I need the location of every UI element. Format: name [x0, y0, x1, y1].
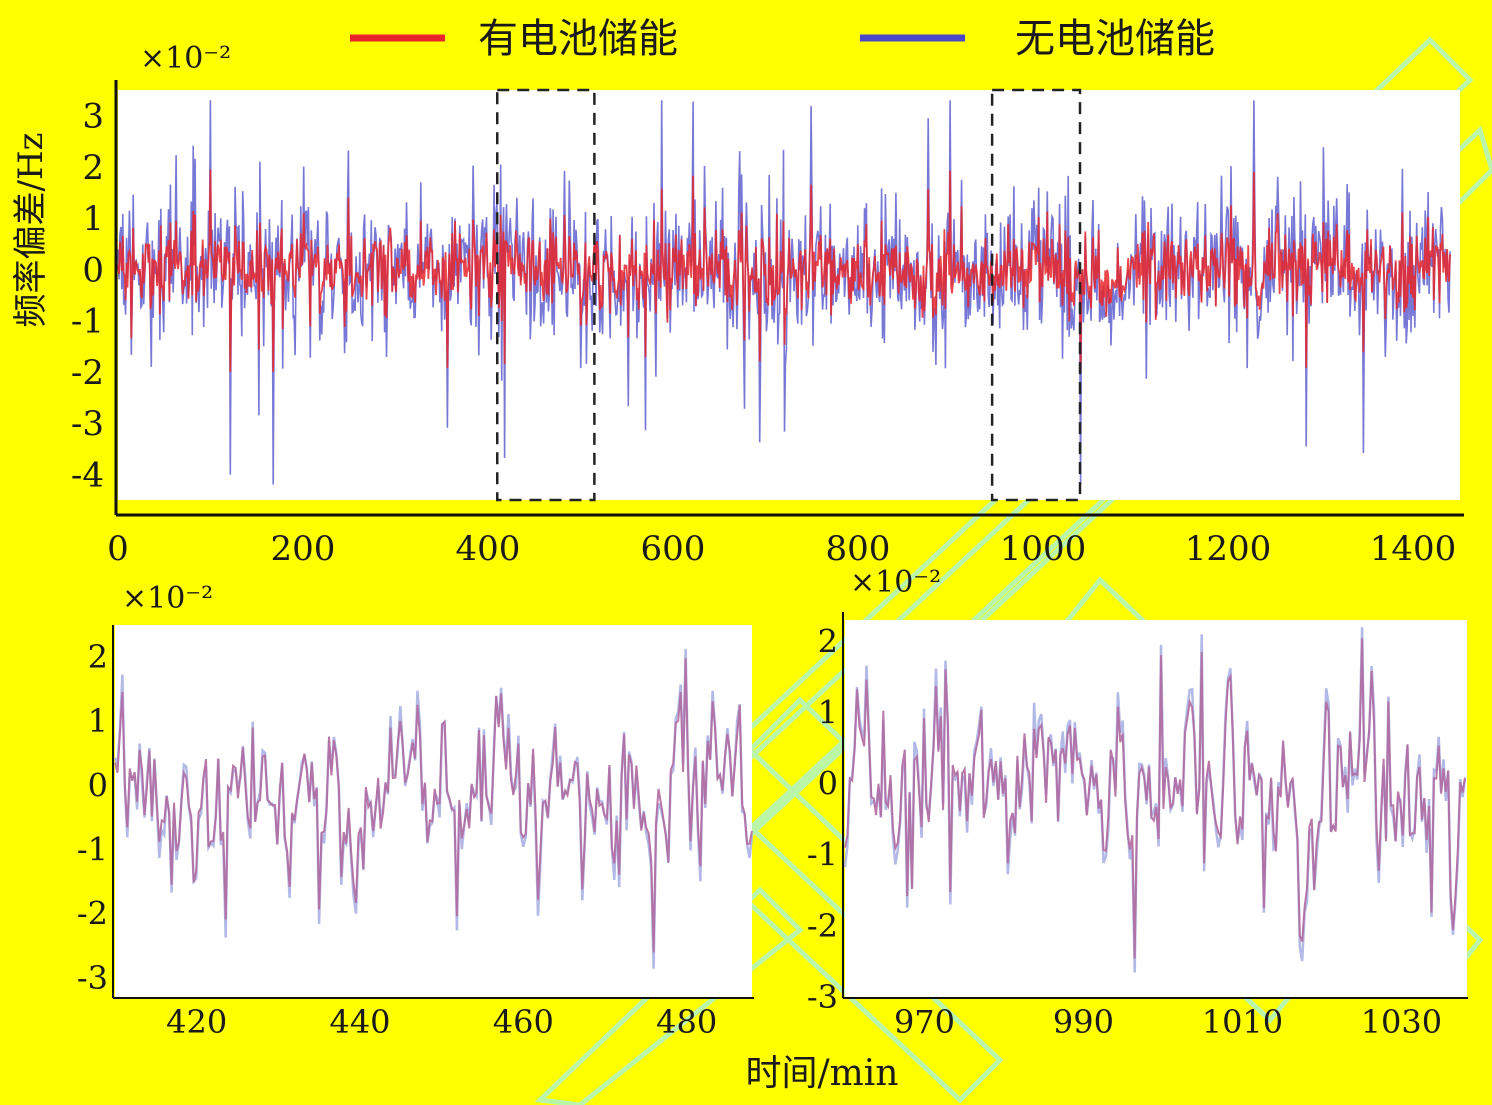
zoom-right-panel: ×10⁻² 970 990 1010 1030 2 1 0 -1 -2 -3 — [807, 565, 1468, 1041]
y-tick--1: -1 — [71, 302, 104, 342]
overview-x-ticks: 0 200 400 600 800 1000 1200 1400 — [107, 529, 1456, 569]
zoom-right-y-tick-1: 1 — [818, 693, 838, 731]
overview-scale-note: ×10⁻² — [140, 41, 231, 76]
zoom-right-x-tick-1010: 1010 — [1202, 1003, 1283, 1041]
zoom-right-x-tick-970: 970 — [894, 1003, 955, 1041]
zoom-left-panel: ×10⁻² 420 440 460 480 2 1 0 -1 -2 -3 — [77, 581, 754, 1041]
zoom-left-series — [113, 648, 754, 969]
zoom-left-y-tick-1: 1 — [88, 702, 108, 740]
zoom-left-x-tick-440: 440 — [329, 1003, 390, 1041]
zoom-right-y-tick-2: 2 — [818, 622, 838, 660]
legend-label-with-battery: 有电池储能 — [478, 16, 678, 62]
zoom-right-y-tick--2: -2 — [807, 907, 838, 945]
y-tick-0: 0 — [82, 250, 104, 290]
zoom-left-series-with-battery — [114, 658, 753, 953]
y-tick-3: 3 — [82, 97, 104, 137]
zoom-right-y-tick--1: -1 — [807, 836, 838, 874]
zoom-left-y-tick--2: -2 — [77, 895, 108, 933]
x-tick-400: 400 — [456, 529, 521, 569]
x-tick-800: 800 — [826, 529, 891, 569]
y-tick-1: 1 — [82, 199, 104, 239]
series-line-with-battery — [117, 169, 1451, 372]
zoom-right-series-with-battery — [844, 638, 1466, 959]
x-tick-1000: 1000 — [1000, 529, 1087, 569]
overview-y-ticks: 3 2 1 0 -1 -2 -3 -4 — [71, 97, 104, 496]
y-axis-label: 频率偏差/Hz — [11, 132, 51, 327]
zoom-left-x-tick-460: 460 — [493, 1003, 554, 1041]
zoom-right-x-tick-1030: 1030 — [1361, 1003, 1442, 1041]
y-tick--2: -2 — [71, 353, 104, 393]
zoom-right-series — [843, 627, 1467, 973]
highlight-window-0 — [496, 88, 596, 502]
y-tick--4: -4 — [71, 455, 104, 495]
zoom-left-y-tick-0: 0 — [88, 766, 108, 804]
zoom-right-x-tick-990: 990 — [1053, 1003, 1114, 1041]
zoom-left-x-ticks: 420 440 460 480 — [166, 1003, 717, 1041]
zoom-left-y-tick--1: -1 — [77, 830, 108, 868]
y-tick--3: -3 — [71, 404, 104, 444]
overview-series — [117, 100, 1451, 485]
zoom-right-y-ticks: 2 1 0 -1 -2 -3 — [807, 622, 838, 1016]
zoom-left-y-tick-2: 2 — [88, 638, 108, 676]
zoom-left-scale-note: ×10⁻² — [122, 581, 213, 616]
zoom-right-x-ticks: 970 990 1010 1030 — [894, 1003, 1442, 1041]
legend-label-without-battery: 无电池储能 — [1015, 16, 1215, 62]
x-tick-0: 0 — [107, 529, 129, 569]
overview-panel: ×10⁻² 频率偏差/Hz 0 200 400 600 800 1000 1200 1400 … — [11, 41, 1464, 569]
x-tick-600: 600 — [641, 529, 706, 569]
zoom-right-y-tick--3: -3 — [807, 978, 838, 1016]
highlight-window-1 — [990, 88, 1082, 502]
zoom-left-y-ticks: 2 1 0 -1 -2 -3 — [77, 638, 108, 997]
zoom-right-scale-note: ×10⁻² — [850, 565, 941, 600]
x-tick-200: 200 — [271, 529, 336, 569]
x-tick-1200: 1200 — [1185, 529, 1272, 569]
y-tick-2: 2 — [82, 148, 104, 188]
zoom-left-x-tick-480: 480 — [656, 1003, 717, 1041]
zoom-left-y-tick--3: -3 — [77, 959, 108, 997]
highlight-windows — [496, 88, 1082, 502]
legend: 有电池储能 无电池储能 — [350, 16, 1215, 62]
x-tick-1400: 1400 — [1370, 529, 1457, 569]
zoom-left-x-tick-420: 420 — [166, 1003, 227, 1041]
x-axis-label: 时间/min — [746, 1053, 899, 1094]
zoom-right-y-tick-0: 0 — [818, 765, 838, 803]
